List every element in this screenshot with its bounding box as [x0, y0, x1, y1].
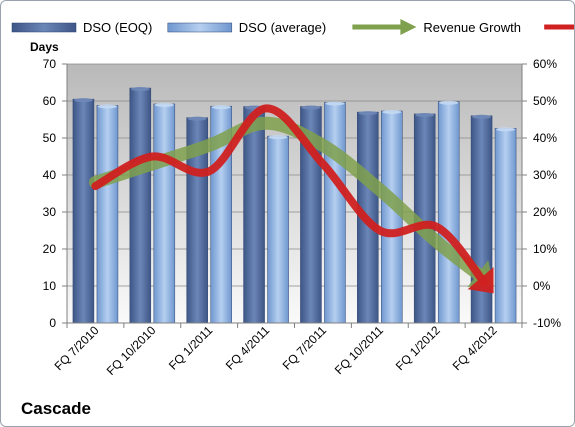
legend-label: DSO (average): [239, 20, 326, 35]
legend-label: DSO (EOQ): [83, 20, 152, 35]
bar-top-dso-eoq: [358, 111, 378, 116]
y-tick-label: 10: [43, 279, 57, 293]
x-tick-label: FQ 10/2011: [332, 323, 386, 377]
bar-top-dso-average: [211, 105, 231, 110]
y2-tick-label: 10%: [533, 242, 557, 256]
x-tick-label: FQ 4/2011: [223, 323, 273, 373]
x-tick-label: FQ 10/2010: [104, 323, 159, 378]
y-tick-label: 70: [43, 57, 57, 71]
bar-dso-average: [153, 103, 176, 324]
bar-dso-eoq: [72, 98, 95, 324]
legend-label: Revenue Growth: [423, 20, 521, 35]
y-tick-label: 40: [43, 168, 57, 182]
bar-top-dso-average: [268, 135, 288, 140]
bar-top-dso-average: [97, 104, 117, 109]
bar-dso-average: [381, 110, 403, 324]
bar-dso-average: [324, 102, 346, 324]
bar-top-dso-eoq: [472, 114, 492, 119]
y2-tick-label: 0%: [533, 279, 551, 293]
bar-top-dso-average: [496, 127, 516, 132]
legend-item-dso-eoq: DSO (EOQ): [11, 20, 152, 35]
y2-tick-label: 60%: [533, 57, 557, 71]
y-tick-label: 50: [43, 131, 57, 145]
x-tick-label: FQ 4/2012: [450, 323, 500, 373]
legend-swatch: [11, 22, 77, 33]
bar-top-dso-average: [439, 100, 459, 105]
y-tick-label: 60: [43, 94, 57, 108]
bar-top-dso-eoq: [73, 98, 93, 103]
bar-top-dso-eoq: [130, 87, 150, 92]
y2-tick-label: 50%: [533, 94, 557, 108]
bar-top-dso-average: [325, 101, 345, 106]
x-tick-label: FQ 7/2011: [280, 323, 330, 373]
x-tick-label: FQ 1/2012: [393, 323, 443, 373]
y2-tick-label: 40%: [533, 131, 557, 145]
x-tick-label: FQ 1/2011: [166, 323, 216, 373]
y2-tick-label: 30%: [533, 168, 557, 182]
bar-top-dso-average: [154, 102, 174, 107]
y2-tick-label: 20%: [533, 205, 557, 219]
bar-dso-eoq: [129, 87, 152, 324]
bar-dso-eoq: [243, 106, 265, 324]
y-tick-label: 0: [49, 316, 56, 330]
x-tick-label: FQ 7/2010: [52, 323, 102, 373]
y-tick-label: 30: [43, 205, 57, 219]
bar-dso-average: [96, 105, 119, 324]
bar-dso-average: [267, 135, 289, 324]
legend-item-ar-growth: AR Growth: [544, 24, 574, 30]
y-axis-title: Days: [30, 40, 59, 54]
legend-item-revenue-growth: Revenue Growth: [352, 19, 521, 35]
bar-top-dso-eoq: [187, 116, 207, 121]
arrowhead-ar-growth: [467, 267, 494, 294]
y2-tick-label: -10%: [533, 316, 561, 330]
bar-top-dso-average: [382, 109, 402, 114]
legend-arrow: [400, 19, 417, 35]
bar-top-dso-eoq: [301, 105, 321, 110]
bar-dso-average: [494, 128, 517, 324]
company-name: Cascade: [21, 399, 91, 418]
bar-dso-average: [437, 101, 460, 324]
legend-swatch: [167, 22, 233, 33]
legend-item-dso-average: DSO (average): [167, 20, 326, 35]
y-tick-label: 20: [43, 242, 57, 256]
line-ar-growth: [91, 104, 489, 287]
bar-top-dso-eoq: [415, 112, 435, 117]
